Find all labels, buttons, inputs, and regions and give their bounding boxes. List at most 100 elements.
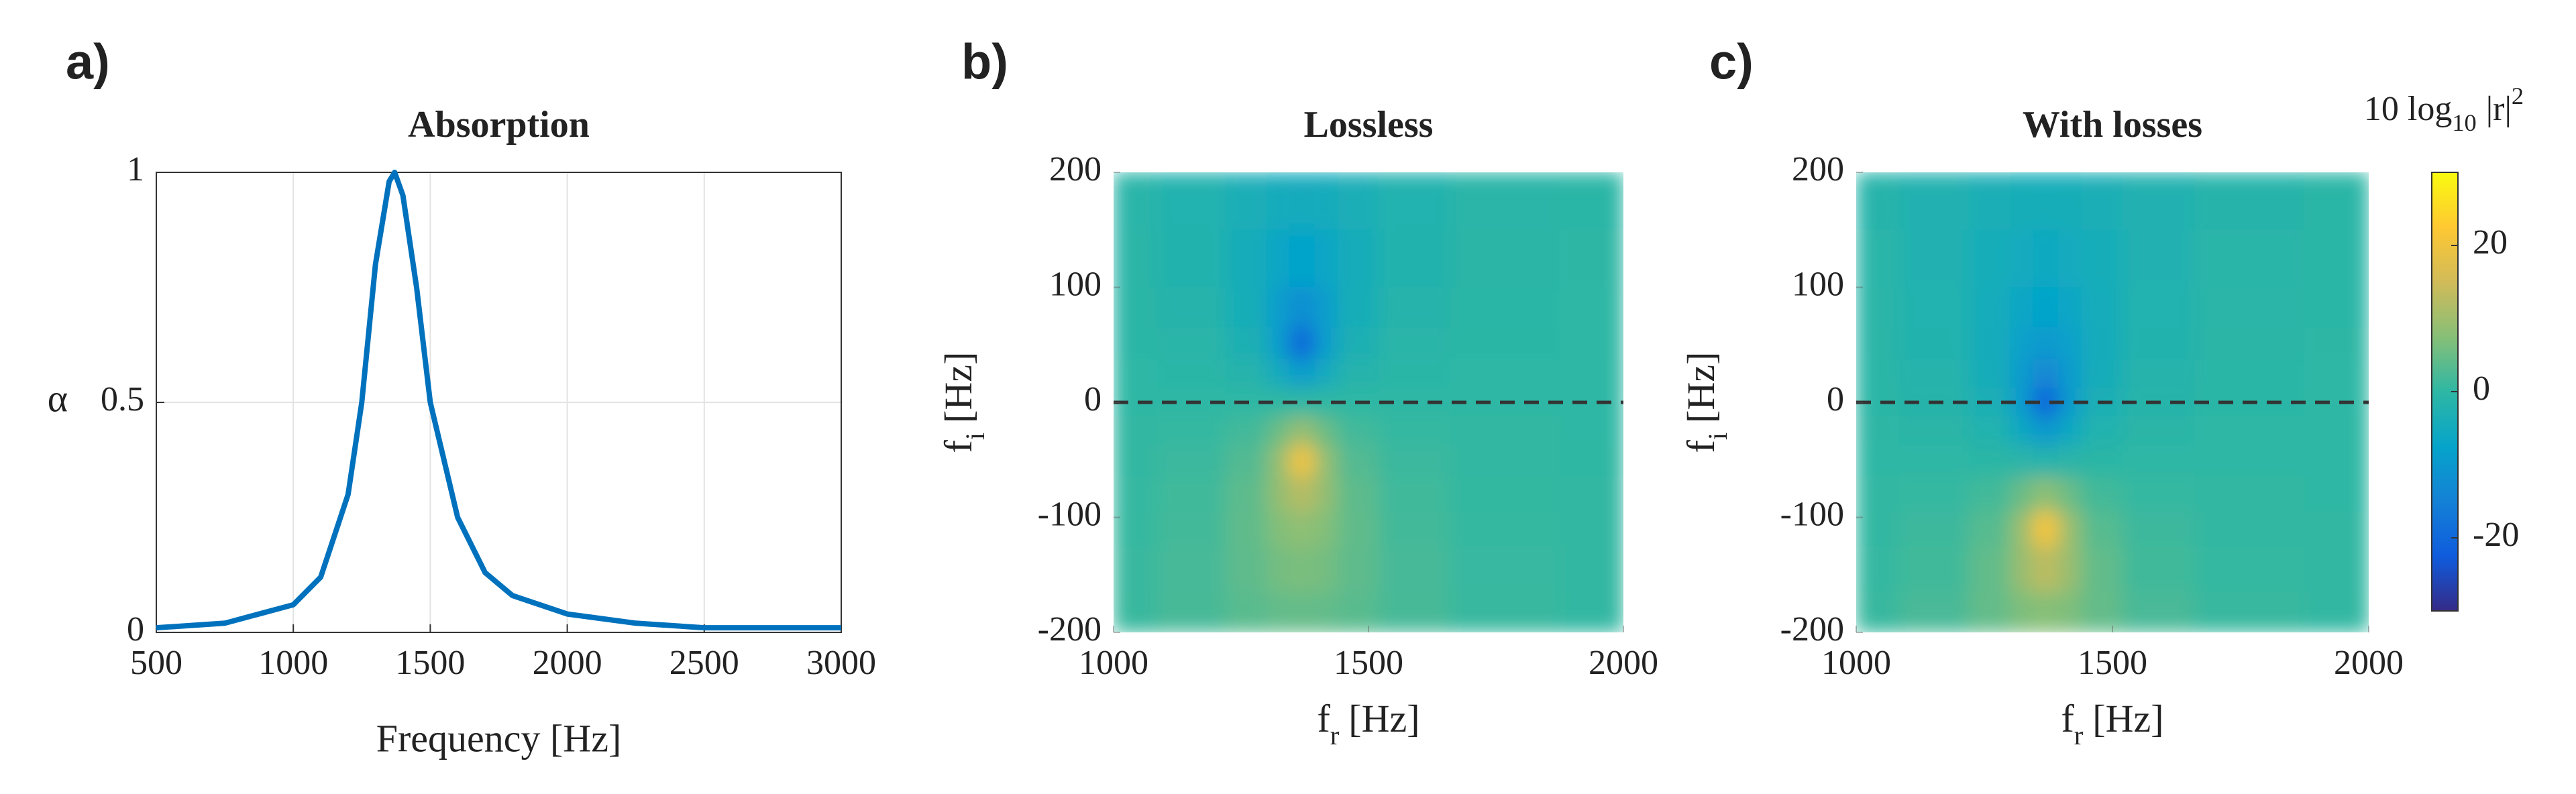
heatmap-cell [1559, 327, 1623, 360]
heatmap-cell [1968, 327, 2010, 360]
heatmap-cell [1337, 545, 1379, 593]
heatmap-cell [1559, 388, 1623, 417]
heatmap-cell [2081, 229, 2123, 288]
heatmap-cell [1968, 445, 2010, 477]
heatmap-cell [1559, 359, 1623, 389]
y-tick-label: -200 [1780, 610, 1844, 648]
heatmap-cell [1157, 416, 1226, 446]
heatmap-cell [1968, 287, 2010, 329]
heatmap-cell [2033, 445, 2047, 477]
heatmap-cell [1450, 591, 1560, 632]
heatmap-cell [1289, 591, 1303, 632]
heatmap-cell [1968, 229, 2010, 288]
heatmap-cell [2058, 591, 2082, 632]
heatmap-cell [1157, 591, 1226, 632]
heatmap-cell [2194, 545, 2305, 593]
heatmap-cell [1559, 287, 1623, 329]
heatmap-cell [2122, 287, 2195, 329]
heatmap-cell [1968, 545, 2010, 593]
heatmap-cell [1225, 511, 1267, 547]
colorbar-tick-label: 20 [2473, 223, 2508, 262]
heatmap-cell [2045, 476, 2059, 512]
heatmap-cell [2045, 359, 2059, 389]
heatmap-cell [1378, 445, 1451, 477]
heatmap-cell [1337, 591, 1379, 632]
heatmap-cell [1450, 229, 1560, 288]
heatmap-cell [1114, 416, 1158, 446]
heatmap-cell [1289, 445, 1303, 477]
heatmap-cell [2194, 445, 2305, 477]
heatmap-cell [1968, 591, 2010, 632]
heatmap-cell [1314, 511, 1338, 547]
heatmap-cell [2033, 511, 2047, 547]
heatmap-cell [1450, 511, 1560, 547]
heatmap-cell [1856, 445, 1900, 477]
heatmap-cell [1114, 591, 1158, 632]
heatmap-cell [1337, 327, 1379, 360]
heatmap-cell [2009, 327, 2034, 360]
heatmap-cell [1450, 545, 1560, 593]
heatmap-cell [1266, 359, 1290, 389]
heatmap-cell [1314, 359, 1338, 389]
heatmap-cell [1266, 476, 1290, 512]
heatmap-cell [2304, 327, 2369, 360]
heatmap-cell [1559, 416, 1623, 446]
heatmap-cell [2304, 359, 2369, 389]
heatmap-cell [1314, 327, 1338, 360]
heatmap-cell [2033, 287, 2047, 329]
heatmap-cell [1314, 445, 1338, 477]
heatmap-cell [2058, 359, 2082, 389]
heatmap-cell [1225, 476, 1267, 512]
heatmap-cell [2304, 229, 2369, 288]
heatmap-cell [1114, 327, 1158, 360]
heatmap-cell [1899, 359, 1970, 389]
y-tick-label: 0 [1084, 380, 1102, 418]
heatmap-cell [1289, 229, 1303, 288]
heatmap-cell [2058, 511, 2082, 547]
heatmap-cell [1157, 445, 1226, 477]
heatmap-cell [2122, 172, 2195, 231]
heatmap-cell [1314, 591, 1338, 632]
x-tick-label: 2000 [1589, 644, 1658, 682]
heatmap-cell [2194, 591, 2305, 632]
heatmap-cell [1114, 287, 1158, 329]
heatmap-cell [1856, 172, 1900, 231]
heatmap-cell [1157, 229, 1226, 288]
heatmap-cell [2058, 287, 2082, 329]
heatmap-cell [1559, 476, 1623, 512]
heatmap-cell [1114, 476, 1158, 512]
chart-title: Lossless [1304, 104, 1434, 146]
heatmap-cell [2304, 388, 2369, 417]
colorbar-tick-label: -20 [2473, 516, 2519, 554]
heatmap-cell [1157, 511, 1226, 547]
heatmap-cell [1450, 416, 1560, 446]
heatmap-cell [1378, 359, 1451, 389]
y-tick-label: 100 [1049, 265, 1102, 303]
heatmap-cell [2009, 416, 2034, 446]
heatmap-cell [2194, 359, 2305, 389]
heatmap-cell [1301, 229, 1316, 288]
heatmap-cell [1378, 327, 1451, 360]
label-part: 10 [2452, 109, 2476, 136]
heatmap-cell [2058, 327, 2082, 360]
heatmap-cell [1289, 416, 1303, 446]
heatmap-cell [1266, 545, 1290, 593]
heatmap-cell [1225, 327, 1267, 360]
heatmap-cell [2304, 172, 2369, 231]
heatmap [1856, 172, 2369, 632]
heatmap-cell [2122, 445, 2195, 477]
heatmap-cell [1157, 476, 1226, 512]
heatmap-cell [1225, 229, 1267, 288]
heatmap-cell [2009, 591, 2034, 632]
heatmap-cell [1856, 287, 1900, 329]
heatmap-cell [1337, 229, 1379, 288]
y-tick-label: 0 [1827, 380, 1844, 418]
chart-title: Absorption [408, 104, 590, 146]
heatmap-cell [1968, 416, 2010, 446]
heatmap-cell [1337, 445, 1379, 477]
heatmap-cell [2033, 229, 2047, 288]
heatmap-cell [2194, 511, 2305, 547]
heatmap-cell [2081, 359, 2123, 389]
heatmap-cell [2058, 545, 2082, 593]
heatmap-cell [1899, 287, 1970, 329]
